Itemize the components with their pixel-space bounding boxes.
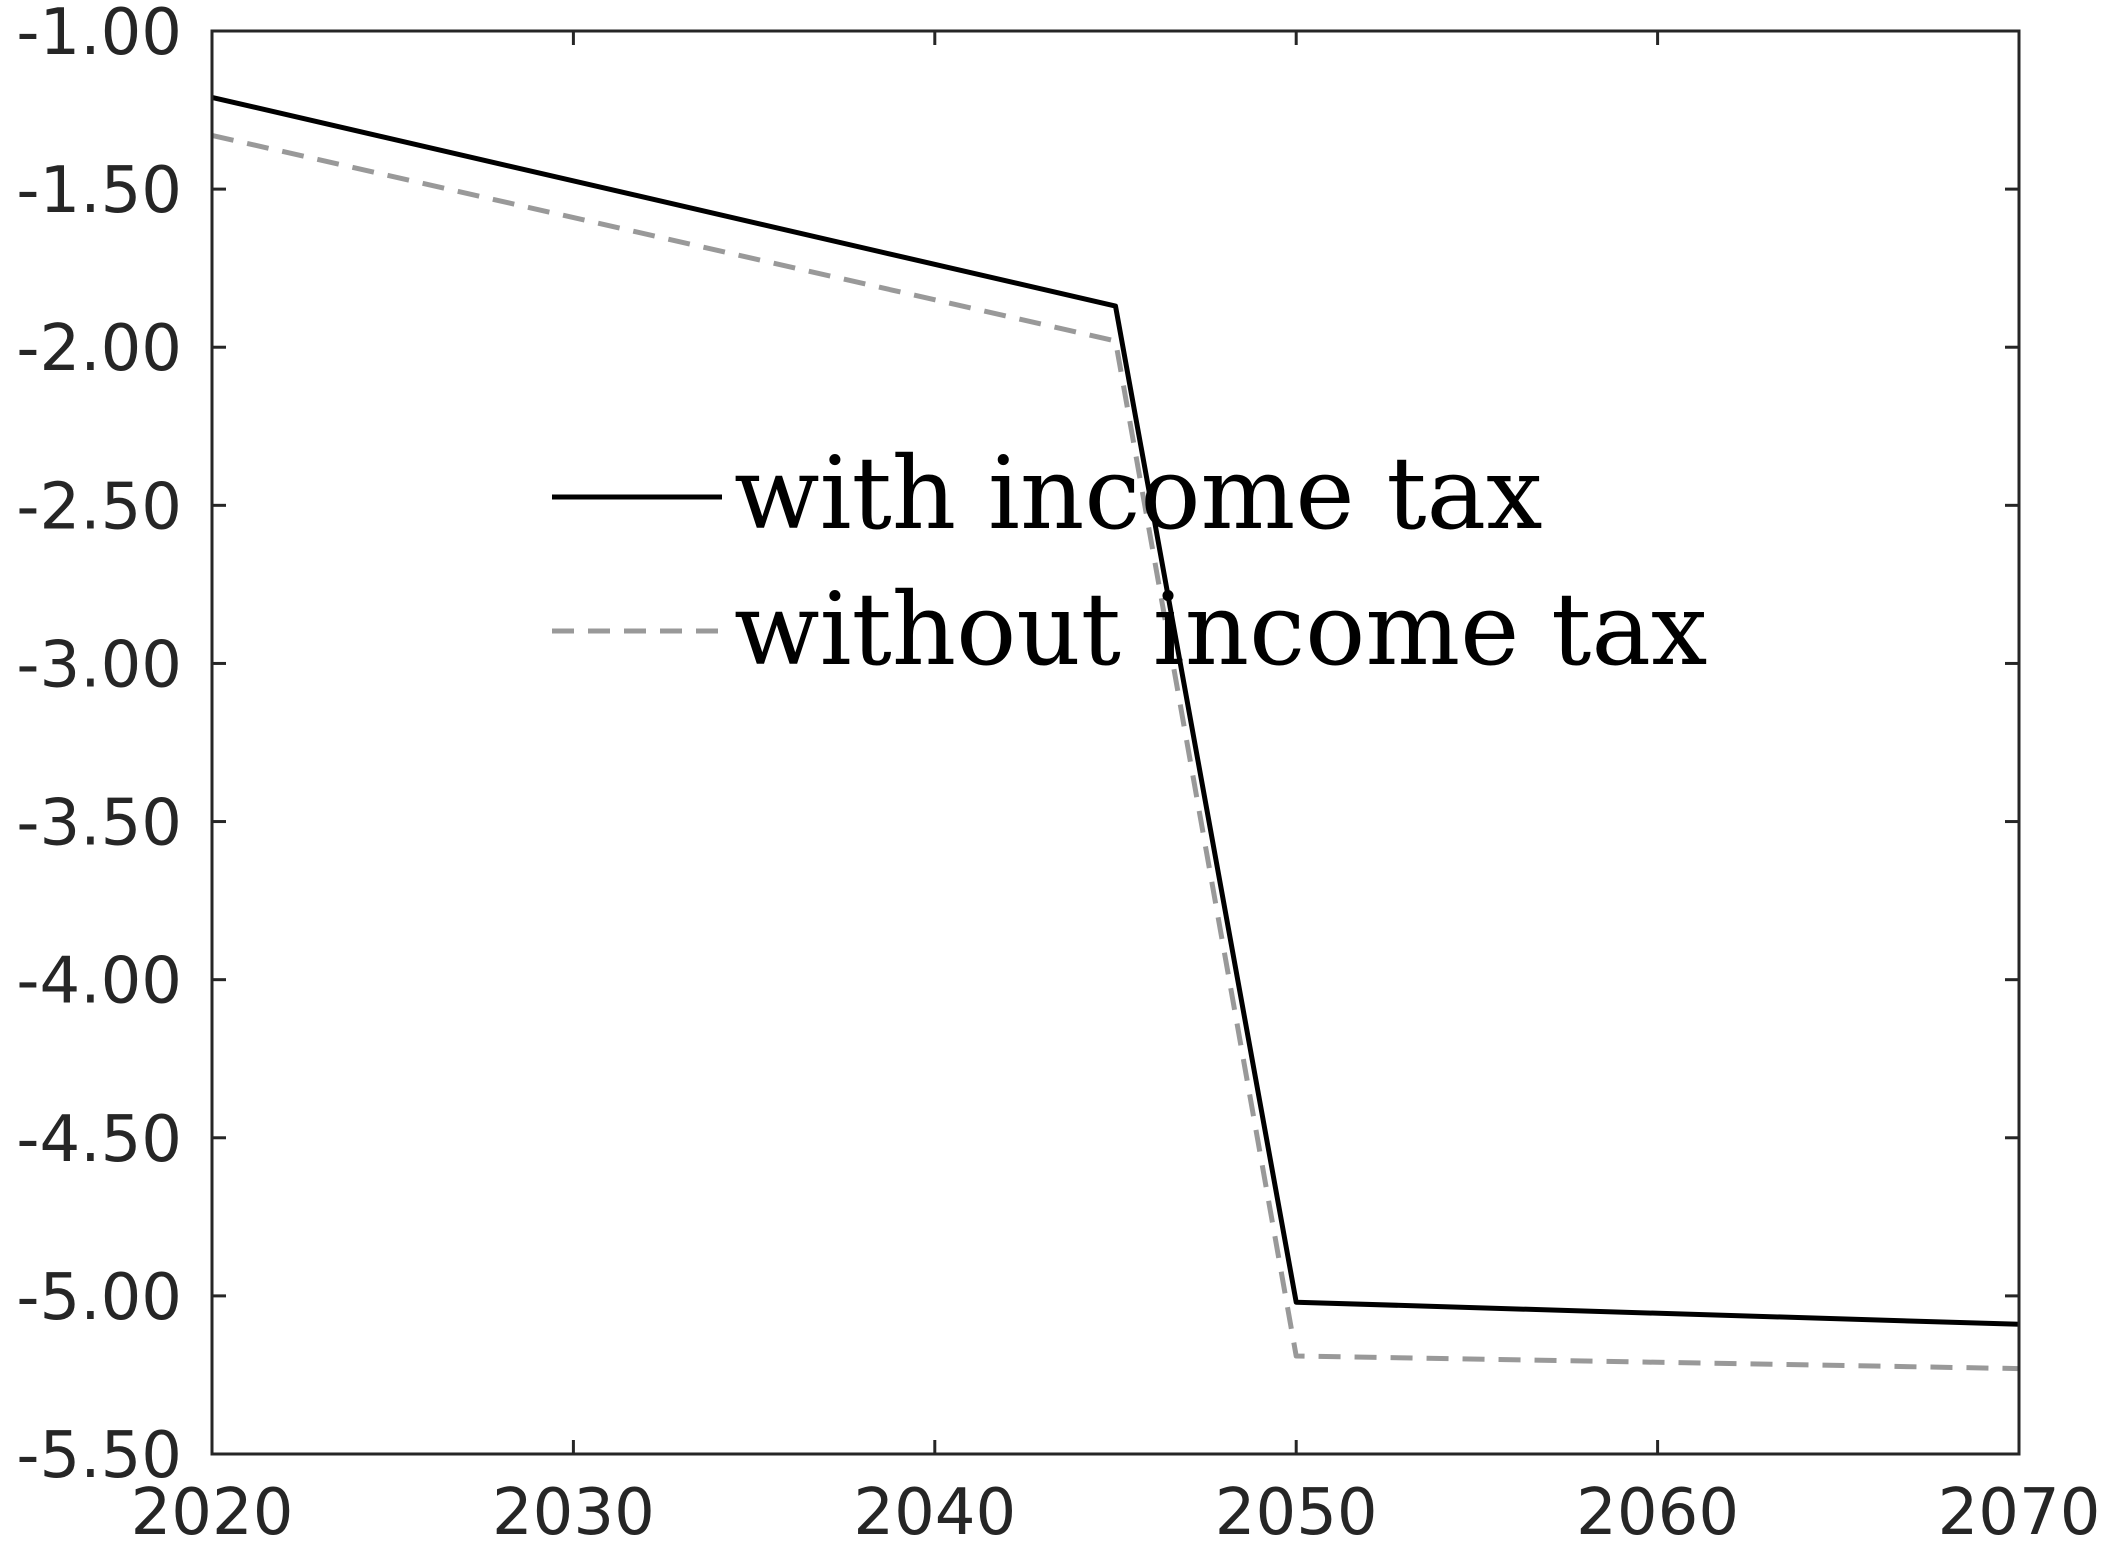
x-tick-label: 2050 bbox=[1215, 1476, 1378, 1550]
legend-label-without-income-tax: without income tax bbox=[734, 571, 1707, 688]
y-axis-ticks: -1.00 -1.50 -2.00 -2.50 -3.00 -3.50 -4.00 -4.50… bbox=[16, 0, 2019, 1493]
y-tick-label: -4.50 bbox=[16, 1103, 182, 1177]
legend: with income tax without income tax bbox=[552, 435, 1707, 688]
x-tick-label: 2030 bbox=[492, 1476, 655, 1550]
x-tick-label: 2020 bbox=[131, 1476, 294, 1550]
legend-label-with-income-tax: with income tax bbox=[734, 435, 1543, 552]
y-tick-label: -5.00 bbox=[16, 1261, 182, 1335]
x-axis-ticks: 2020 2030 2040 2050 2060 2070 bbox=[131, 31, 2101, 1550]
x-tick-label: 2070 bbox=[1938, 1476, 2101, 1550]
y-tick-label: -4.00 bbox=[16, 945, 182, 1019]
series-layer bbox=[211, 94, 2020, 1372]
y-tick-label: -5.50 bbox=[16, 1419, 182, 1493]
x-tick-label: 2060 bbox=[1576, 1476, 1739, 1550]
y-tick-label: -2.00 bbox=[16, 312, 182, 386]
y-tick-label: -1.00 bbox=[16, 0, 182, 70]
y-tick-label: -3.50 bbox=[16, 787, 182, 861]
y-tick-label: -1.50 bbox=[16, 154, 182, 228]
plot-frame bbox=[210, 29, 2021, 1456]
series-line-1 bbox=[211, 132, 2020, 1372]
x-tick-label: 2040 bbox=[853, 1476, 1016, 1550]
y-tick-label: -3.00 bbox=[16, 628, 182, 702]
series-line-0 bbox=[211, 94, 2020, 1327]
y-tick-label: -2.50 bbox=[16, 470, 182, 544]
